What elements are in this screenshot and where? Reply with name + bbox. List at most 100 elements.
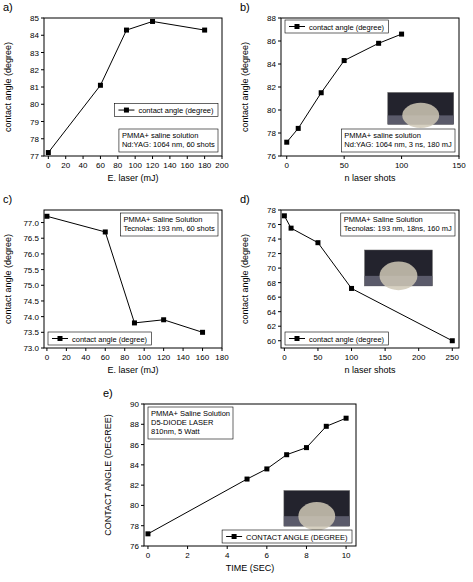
x-tick-label: 20 [62, 353, 71, 362]
x-tick [100, 156, 101, 159]
annotation-text: PMMA+ saline solution [122, 131, 199, 140]
data-point [245, 477, 250, 482]
x-tick [346, 546, 347, 549]
x-tick [317, 348, 318, 351]
y-tick [41, 35, 44, 36]
legend-marker [124, 108, 129, 113]
y-tick [141, 404, 144, 405]
annotation: PMMA+ saline solutionNd:YAG: 1064 nm, 60… [119, 129, 218, 152]
y-tick [278, 239, 281, 240]
legend: CONTACT ANGLE (DEGREE) [222, 530, 352, 543]
y-axis-title: contact angle (degree) [240, 234, 250, 324]
y-tick [278, 340, 281, 341]
y-tick [41, 253, 44, 254]
y-tick-label: 73.0 [23, 344, 39, 353]
y-tick-label: 88 [130, 420, 139, 429]
y-tick [141, 485, 144, 486]
x-tick-label: 20 [61, 161, 70, 170]
y-axis-title: contact angle (degree) [240, 42, 250, 132]
data-group [282, 213, 455, 343]
legend-marker [232, 534, 237, 539]
y-tick-label: 82 [30, 66, 39, 75]
x-tick-label: 50 [340, 161, 349, 170]
legend-label: contact angle (degree) [309, 335, 385, 344]
x-tick [202, 348, 203, 351]
y-tick-label: 70 [267, 264, 276, 273]
y-axis-title: CONTACT ANGLE (DEGREE) [103, 414, 113, 536]
x-tick-label: 50 [313, 353, 322, 362]
x-tick-label: 160 [181, 161, 195, 170]
legend-box [114, 104, 218, 117]
y-tick-label: 84 [130, 461, 139, 470]
x-tick [222, 156, 223, 159]
annotation: PMMA+ saline solutionNd:YAG: 1064 nm, 3 … [341, 129, 455, 152]
annotation-text: PMMA+ Saline Solution [123, 215, 202, 224]
data-point [342, 58, 347, 63]
y-tick-label: 82 [267, 83, 276, 92]
data-group [145, 416, 349, 537]
y-tick [41, 52, 44, 53]
legend-marker [295, 24, 300, 29]
x-tick-label: 2 [185, 551, 190, 560]
data-point [296, 126, 301, 131]
inset-photo-drop [402, 103, 439, 128]
y-tick-label: 78 [30, 135, 39, 144]
data-point [304, 445, 309, 450]
y-tick-label: 76 [130, 542, 139, 551]
y-tick-label: 73.5 [23, 328, 39, 337]
x-tick-label: 100 [128, 161, 142, 170]
data-point [150, 19, 155, 24]
legend: contact angle (degree) [285, 332, 389, 345]
y-tick-label: 76 [267, 221, 276, 230]
data-point [282, 213, 287, 218]
y-tick-label: 76 [267, 152, 276, 161]
x-tick [144, 348, 145, 351]
y-tick-label: 66 [267, 293, 276, 302]
data-point [376, 41, 381, 46]
x-tick [48, 156, 49, 159]
x-tick [187, 546, 188, 549]
x-axis-title: n laser shots [344, 365, 396, 375]
annotation-text: PMMA+ Saline Solution [344, 215, 423, 224]
y-tick-label: 83 [30, 49, 39, 58]
x-tick-label: 250 [446, 353, 460, 362]
data-point [349, 286, 354, 291]
y-tick-label: 75.5 [23, 266, 39, 275]
annotation: PMMA+ Saline SolutionTecnolas: 193 nm, 6… [120, 213, 218, 236]
y-tick-label: 78 [130, 522, 139, 531]
annotation-box [119, 129, 218, 152]
x-tick-label: 0 [285, 161, 290, 170]
y-tick-label: 64 [267, 308, 276, 317]
legend-box [285, 20, 389, 33]
y-tick-label: 75.0 [23, 281, 39, 290]
y-tick-label: 80 [30, 100, 39, 109]
x-tick [306, 546, 307, 549]
x-tick [187, 156, 188, 159]
data-point [44, 214, 49, 219]
x-tick [124, 348, 125, 351]
x-tick-label: 80 [113, 161, 122, 170]
y-tick-label: 86 [130, 441, 139, 450]
legend-label: CONTACT ANGLE (DEGREE) [246, 533, 348, 542]
y-tick [278, 133, 281, 134]
y-tick [278, 297, 281, 298]
panel: 0204060801001201401601802007778798081828… [3, 1, 229, 183]
series-line [148, 418, 346, 534]
x-tick [452, 348, 453, 351]
inset-photo [365, 250, 433, 290]
y-tick [278, 18, 281, 19]
y-tick-label: 82 [130, 481, 139, 490]
panel-letter: b) [240, 1, 250, 13]
y-tick [278, 41, 281, 42]
x-tick [85, 348, 86, 351]
x-tick-label: 100 [345, 353, 359, 362]
y-tick-label: 74 [267, 235, 276, 244]
plot-frame [144, 404, 356, 546]
y-tick-label: 72 [267, 250, 276, 259]
x-tick [163, 348, 164, 351]
y-tick [278, 268, 281, 269]
legend-label: contact angle (degree) [138, 106, 214, 115]
annotation-text: PMMA+ saline solution [344, 131, 421, 140]
y-tick [278, 87, 281, 88]
x-tick [401, 156, 402, 159]
